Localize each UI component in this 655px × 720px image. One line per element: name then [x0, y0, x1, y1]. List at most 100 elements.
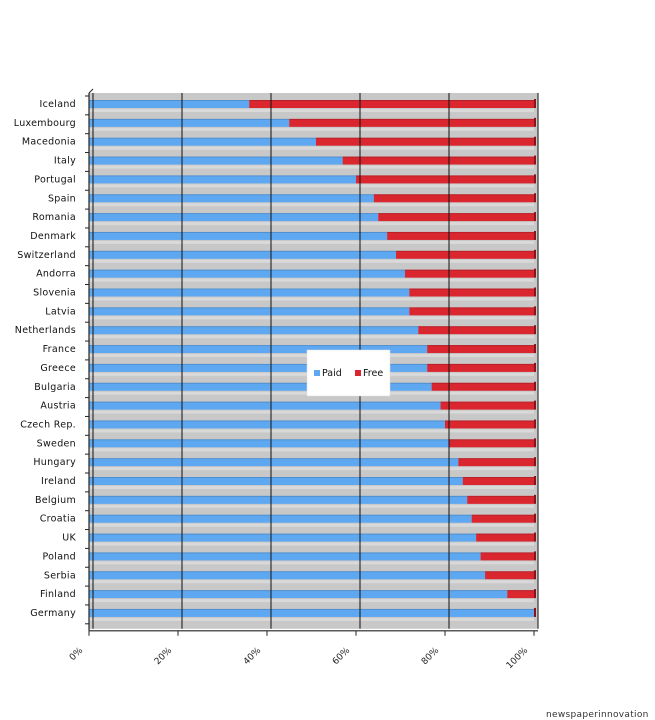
bar-free-hungary — [458, 458, 534, 467]
bar-free-france — [427, 345, 534, 354]
bar-edge — [476, 533, 534, 535]
category-label-belgium: Belgium — [35, 495, 76, 506]
bar-free-italy — [342, 156, 534, 165]
category-label-switzerland: Switzerland — [17, 250, 76, 261]
category-label-iceland: Iceland — [40, 99, 76, 110]
bar-paid-switzerland — [89, 250, 397, 259]
bar-paid-latvia — [89, 307, 410, 316]
category-label-andorra: Andorra — [36, 269, 76, 280]
bar-paid-sweden — [89, 439, 450, 448]
bar-end-cap — [534, 419, 536, 429]
legend: Paid Free — [306, 349, 391, 397]
bar-free-greece — [427, 363, 534, 372]
row-stripe — [89, 278, 534, 282]
bar-edge — [89, 175, 356, 177]
bar-edge — [89, 326, 419, 328]
bar-end-cap — [534, 325, 536, 335]
bar-free-serbia — [485, 571, 534, 580]
row-stripe — [89, 127, 534, 131]
bar-paid-poland — [89, 552, 481, 561]
bar-paid-hungary — [89, 458, 459, 467]
bar-end-cap — [534, 532, 536, 542]
bar-edge — [89, 345, 428, 347]
bar-edge — [427, 363, 534, 365]
bar-edge — [89, 382, 432, 384]
category-label-uk: UK — [62, 533, 76, 544]
bar-free-croatia — [471, 514, 534, 523]
category-label-sweden: Sweden — [37, 438, 76, 449]
bar-edge — [485, 571, 534, 573]
bar-paid-belgium — [89, 495, 468, 504]
bar-edge — [89, 420, 445, 422]
category-label-netherlands: Netherlands — [15, 325, 76, 336]
bar-end-cap — [534, 551, 536, 561]
category-label-macedonia: Macedonia — [22, 137, 76, 148]
bar-end-cap — [534, 212, 536, 222]
axes — [85, 88, 538, 636]
bar-edge — [89, 250, 397, 252]
bar-edge — [89, 590, 508, 592]
bar-paid-serbia — [89, 571, 486, 580]
category-label-denmark: Denmark — [30, 231, 76, 242]
x-tick-label: 80% — [420, 646, 442, 668]
bar-edge — [289, 118, 534, 120]
bar-free-belgium — [467, 495, 534, 504]
bar-paid-germany — [89, 608, 534, 617]
legend-swatch-free — [355, 370, 361, 376]
bar-edge — [89, 118, 290, 120]
row-stripe — [89, 448, 534, 452]
bar-end-cap — [534, 249, 536, 259]
row-stripe — [89, 467, 534, 471]
bar-end-cap — [534, 155, 536, 165]
bar-edge — [89, 477, 463, 478]
bar-end-cap — [534, 457, 536, 467]
bar-free-latvia — [409, 307, 534, 316]
bar-free-sweden — [449, 439, 534, 448]
bar-paid-greece — [89, 363, 428, 372]
bar-edge — [89, 156, 343, 158]
bars — [89, 99, 536, 617]
bar-edge — [89, 439, 450, 441]
row-stripe — [89, 316, 534, 320]
row-stripe — [89, 429, 534, 433]
bar-end-cap — [534, 193, 536, 203]
x-tick-label: 60% — [331, 646, 353, 668]
legend-label-free: Free — [363, 368, 383, 379]
bar-paid-croatia — [89, 514, 472, 523]
bar-paid-denmark — [89, 231, 388, 240]
bar-edge — [89, 231, 388, 233]
row-stripe — [89, 335, 534, 339]
bar-edge — [89, 100, 250, 101]
bar-paid-romania — [89, 213, 379, 222]
bar-end-cap — [534, 306, 536, 316]
bar-paid-macedonia — [89, 137, 316, 146]
category-label-italy: Italy — [54, 156, 76, 167]
bar-edge — [427, 345, 534, 347]
row-stripe — [89, 504, 534, 508]
bar-paid-ireland — [89, 477, 463, 485]
row-stripe — [89, 297, 534, 301]
bar-end-cap — [534, 438, 536, 448]
bar-end-cap — [534, 476, 536, 485]
bar-paid-france — [89, 345, 428, 354]
bar-free-slovenia — [409, 288, 534, 297]
bar-free-uk — [476, 533, 534, 542]
source-credit: newspaperinnovation — [546, 710, 649, 720]
x-tick-label: 100% — [505, 646, 531, 672]
bar-end-cap — [534, 287, 536, 297]
bar-edge — [409, 307, 534, 309]
bar-end-cap — [534, 589, 536, 599]
bar-edge — [315, 137, 534, 139]
bar-edge — [431, 382, 534, 384]
row-stripe — [89, 617, 534, 621]
bar-free-ireland — [462, 477, 534, 485]
row-stripe — [89, 222, 534, 226]
bar-end-cap — [534, 381, 536, 391]
category-label-croatia: Croatia — [40, 514, 76, 525]
bar-free-iceland — [249, 100, 534, 108]
bar-edge — [409, 288, 534, 290]
legend-box — [306, 349, 391, 397]
bar-paid-slovenia — [89, 288, 410, 297]
bar-edge — [356, 175, 534, 177]
